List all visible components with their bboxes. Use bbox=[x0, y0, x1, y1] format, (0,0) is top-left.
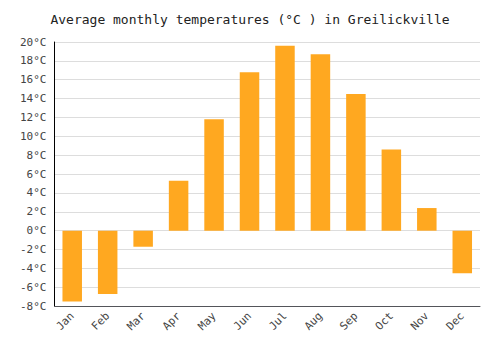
svg-text:16°C: 16°C bbox=[20, 73, 47, 86]
svg-text:Jun: Jun bbox=[231, 310, 254, 333]
svg-text:May: May bbox=[195, 309, 218, 332]
svg-text:-2°C: -2°C bbox=[20, 243, 47, 256]
svg-text:Aug: Aug bbox=[302, 310, 325, 333]
svg-text:-6°C: -6°C bbox=[20, 281, 47, 294]
svg-text:Sep: Sep bbox=[337, 310, 360, 333]
svg-text:18°C: 18°C bbox=[20, 54, 47, 67]
svg-text:6°C: 6°C bbox=[27, 168, 47, 181]
svg-text:10°C: 10°C bbox=[20, 130, 47, 143]
svg-text:Mar: Mar bbox=[125, 309, 148, 332]
svg-text:14°C: 14°C bbox=[20, 92, 47, 105]
svg-text:8°C: 8°C bbox=[27, 149, 47, 162]
svg-text:-4°C: -4°C bbox=[20, 262, 47, 275]
svg-text:Average monthly temperatures (: Average monthly temperatures (°C ) in Gr… bbox=[50, 12, 449, 27]
svg-text:12°C: 12°C bbox=[20, 111, 47, 124]
svg-text:4°C: 4°C bbox=[27, 186, 47, 199]
svg-text:Nov: Nov bbox=[408, 309, 431, 332]
svg-text:20°C: 20°C bbox=[20, 36, 47, 49]
svg-text:Oct: Oct bbox=[373, 310, 396, 333]
svg-text:2°C: 2°C bbox=[27, 205, 47, 218]
svg-text:Jul: Jul bbox=[266, 310, 289, 333]
svg-text:Apr: Apr bbox=[160, 309, 183, 332]
svg-text:0°C: 0°C bbox=[27, 224, 47, 237]
svg-text:Feb: Feb bbox=[89, 310, 112, 333]
svg-text:Jan: Jan bbox=[54, 310, 77, 333]
svg-text:-8°C: -8°C bbox=[20, 300, 47, 313]
svg-text:Dec: Dec bbox=[444, 310, 467, 333]
